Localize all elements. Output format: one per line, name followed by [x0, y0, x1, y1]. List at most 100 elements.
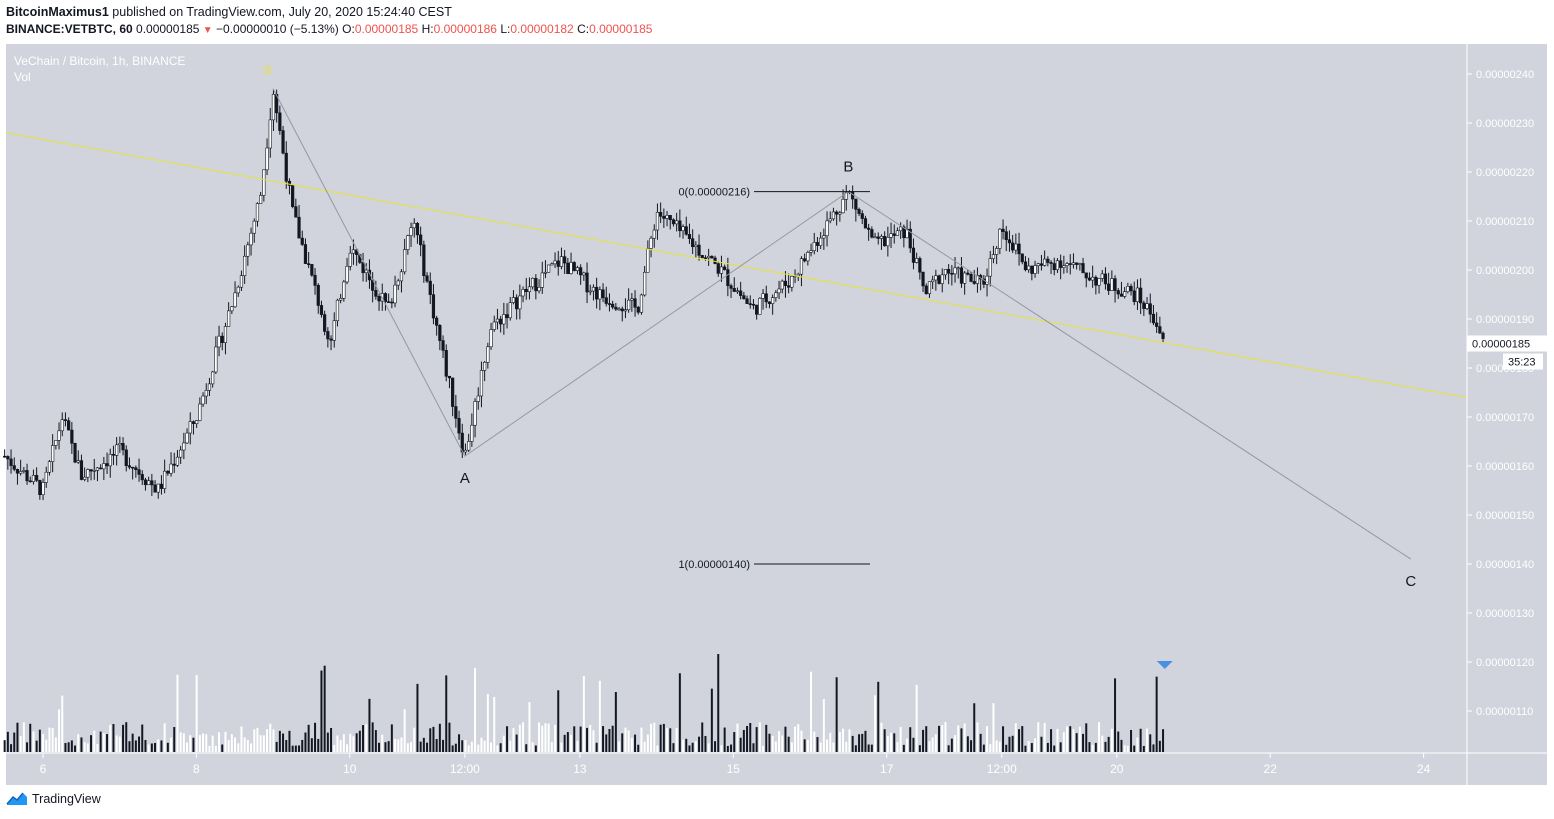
volume-bar — [925, 726, 928, 752]
candle-body — [239, 275, 244, 288]
abc-wave-path[interactable] — [272, 88, 1412, 560]
volume-bar — [1082, 733, 1085, 752]
volume-bar — [1040, 736, 1043, 752]
volume-bar — [400, 737, 403, 752]
volume-legend[interactable]: Vol — [14, 70, 31, 84]
price-tick-label: 0.00000110 — [1476, 706, 1533, 718]
volume-bar — [954, 735, 957, 752]
candle-body — [185, 432, 189, 444]
candle-body — [1011, 242, 1015, 251]
candle-body — [607, 303, 612, 305]
candle-body — [998, 228, 1002, 249]
volume-bar — [58, 709, 61, 752]
time-tick-label: 17 — [880, 762, 894, 776]
volume-bar — [64, 742, 67, 752]
volume-bar — [384, 742, 387, 752]
candle-body — [108, 453, 112, 467]
plot-area[interactable] — [6, 44, 1467, 753]
candle-body — [310, 264, 314, 276]
volume-bar — [528, 702, 531, 752]
volume-bar — [637, 744, 640, 752]
volume-bar — [544, 723, 547, 752]
candle-body — [809, 250, 813, 253]
candle-body — [406, 235, 410, 250]
author-name[interactable]: BitcoinMaximus1 — [6, 5, 109, 19]
volume-bar — [838, 731, 841, 752]
candle-body — [1075, 262, 1079, 265]
chart-legend-title[interactable]: VeChain / Bitcoin, 1h, BINANCE — [14, 54, 185, 68]
volume-bar — [1155, 676, 1158, 752]
volume-bar — [179, 732, 182, 752]
volume-bar — [742, 729, 745, 752]
candle-body — [326, 331, 330, 340]
wave-3-label: ③ — [262, 64, 273, 78]
candle-body — [1123, 291, 1127, 297]
price-chart[interactable]: 0.00000240 0.00000230 0.00000220 0.00000210… — [0, 44, 1554, 786]
volume-bar — [1146, 728, 1149, 752]
volume-bar — [486, 693, 489, 752]
volume-bar — [342, 734, 345, 752]
volume-bar — [448, 722, 451, 752]
candle-body — [163, 470, 167, 489]
volume-bar — [909, 727, 912, 752]
volume-bar — [896, 742, 899, 752]
candle-body — [1020, 253, 1024, 263]
volume-bar — [80, 737, 83, 752]
volume-bar — [944, 722, 947, 752]
wave-b-label: B — [843, 159, 853, 176]
candle-body — [278, 112, 282, 131]
candle-body — [415, 222, 420, 236]
tradingview-footer[interactable]: TradingView — [6, 792, 101, 806]
candle-body — [447, 375, 452, 379]
candle-body — [710, 255, 714, 259]
candle-body — [6, 456, 10, 460]
candle-body — [51, 445, 55, 462]
yellow-trendline[interactable] — [5, 132, 1467, 398]
change-value: −0.00000010 (−5.13%) — [216, 22, 339, 36]
volume-bar — [560, 742, 563, 752]
volume-bar — [163, 723, 166, 752]
candle-body — [873, 236, 877, 239]
candle-body — [729, 285, 733, 289]
volume-bar — [451, 745, 454, 752]
candle-body — [1139, 287, 1143, 304]
volume-bar — [624, 727, 627, 752]
volume-bar — [970, 740, 973, 752]
volume-bar — [784, 726, 787, 752]
volume-bar — [275, 741, 278, 752]
price-tick-label: 0.00000220 — [1476, 167, 1534, 179]
volume-bar — [221, 744, 224, 752]
candle-body — [329, 338, 333, 341]
candle-body — [742, 295, 746, 300]
candle-body — [716, 263, 720, 274]
candle-body — [188, 421, 192, 434]
candle-body — [867, 227, 871, 230]
candle-body — [1001, 228, 1005, 232]
volume-bar — [704, 735, 707, 752]
volume-bar — [611, 725, 614, 752]
price-axis-bg[interactable] — [1467, 44, 1547, 753]
volume-bar — [1021, 726, 1024, 752]
candle-body — [931, 279, 935, 283]
candle-body — [204, 390, 208, 397]
time-axis-bg[interactable] — [6, 753, 1547, 785]
volume-bar — [550, 741, 553, 752]
volume-bar — [979, 733, 982, 752]
candle-body — [60, 419, 64, 432]
volume-bar — [630, 738, 633, 752]
volume-bar — [112, 724, 115, 752]
candle-body — [534, 278, 538, 292]
candle-body — [1004, 231, 1008, 241]
volume-bar — [93, 730, 96, 752]
volume-bar — [339, 740, 342, 752]
candle-body — [265, 147, 269, 171]
volume-bar — [1149, 734, 1152, 752]
candle-body — [803, 258, 807, 262]
price-tick-label: 0.00000140 — [1476, 559, 1534, 571]
candle-body — [351, 249, 356, 254]
candle-body — [1007, 239, 1012, 244]
countdown-badge — [1503, 353, 1543, 370]
candle-body — [249, 232, 253, 246]
candle-body — [1036, 263, 1040, 266]
candle-body — [620, 308, 624, 312]
